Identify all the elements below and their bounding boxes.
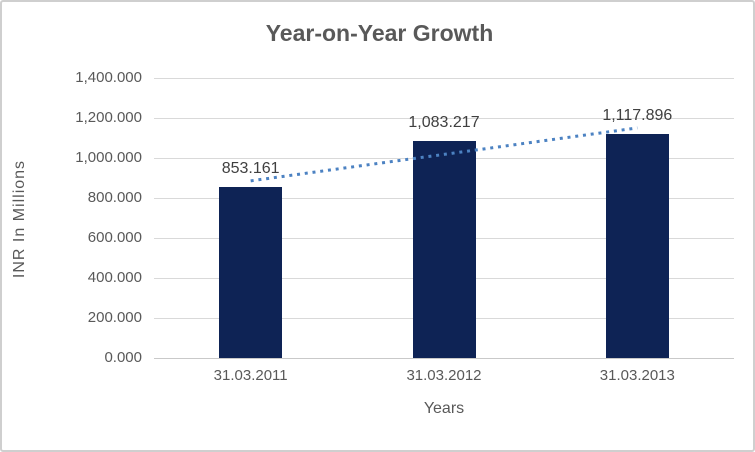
y-tick-label: 1,200.000 bbox=[75, 109, 142, 126]
gridline bbox=[154, 77, 734, 79]
y-tick-label: 0.000 bbox=[104, 349, 142, 366]
gridline bbox=[154, 117, 734, 119]
y-tick-label: 400.000 bbox=[87, 269, 142, 286]
bar bbox=[219, 187, 283, 358]
y-tick-label: 600.000 bbox=[87, 229, 142, 246]
y-tick-label: 800.000 bbox=[87, 189, 142, 206]
bar bbox=[605, 134, 669, 358]
y-axis-title: INR In Millions bbox=[11, 159, 28, 279]
bar bbox=[412, 141, 476, 358]
y-tick-label: 1,000.000 bbox=[75, 149, 142, 166]
y-tick-label: 200.000 bbox=[87, 309, 142, 326]
bar-data-label: 853.161 bbox=[221, 160, 280, 178]
bar-data-label: 1,117.896 bbox=[602, 107, 673, 125]
gridline bbox=[154, 357, 734, 359]
x-tick-label: 31.03.2012 bbox=[406, 367, 482, 384]
bar-data-label: 1,083.217 bbox=[408, 114, 480, 132]
chart-title: Year-on-Year Growth bbox=[265, 20, 494, 46]
x-tick-label: 31.03.2013 bbox=[599, 367, 675, 384]
x-tick-label: 31.03.2011 bbox=[213, 367, 288, 384]
x-axis-title: Years bbox=[423, 400, 465, 417]
y-tick-label: 1,400.000 bbox=[75, 69, 142, 86]
